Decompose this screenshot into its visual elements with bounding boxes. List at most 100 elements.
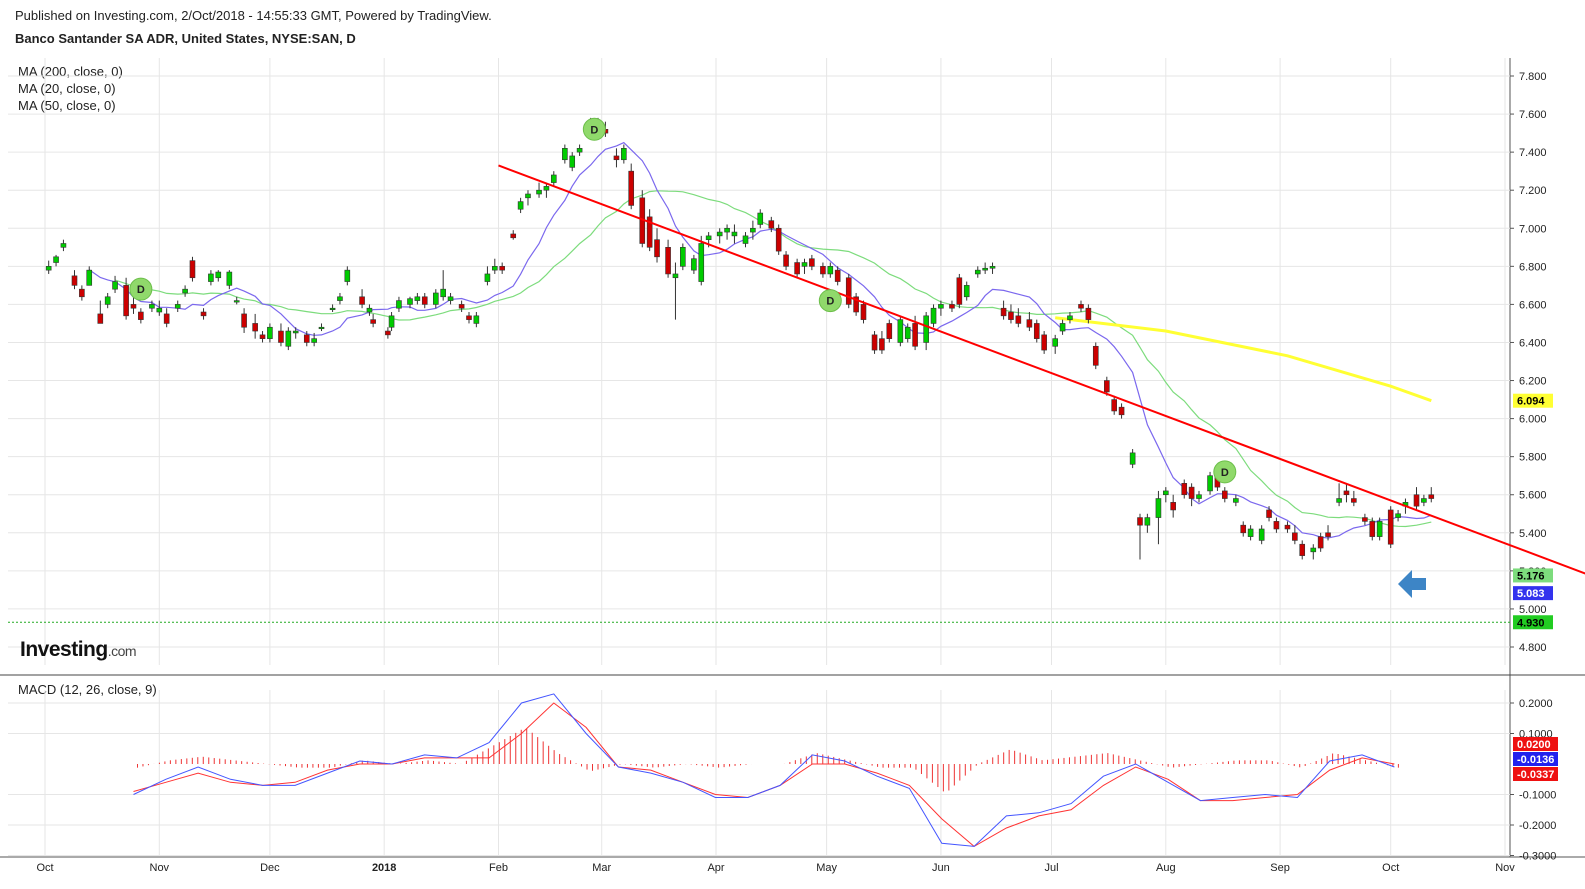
macd-histogram [136, 728, 1399, 792]
candle-down [458, 304, 465, 309]
x-tick-label: May [816, 862, 837, 874]
x-tick-label: 2018 [372, 862, 396, 874]
candle-down [1351, 498, 1357, 503]
ma200-line [1055, 316, 1432, 403]
candle-down [1078, 304, 1084, 309]
x-grid [44, 58, 1506, 855]
ma50-line [114, 190, 1432, 528]
y-tick-label: 7.000 [1519, 223, 1547, 235]
candle-down [1085, 307, 1092, 320]
candle-down [79, 288, 85, 298]
candle-up [672, 273, 679, 279]
candle-up [1233, 498, 1239, 503]
candle-up [1336, 498, 1342, 503]
brand-domain: .com [107, 643, 137, 659]
candle-down [1118, 406, 1125, 416]
x-tick-label: Jun [932, 862, 950, 874]
indicator-ma20-label[interactable]: MA (20, close, 0) [18, 81, 116, 96]
candle-down [1428, 494, 1435, 499]
macd-y-tick-label: 0.2000 [1519, 698, 1553, 710]
candle-down [1387, 509, 1394, 545]
candle-up [989, 266, 996, 269]
y-tick-label: 4.800 [1519, 642, 1547, 654]
x-tick-label: Oct [1382, 862, 1399, 874]
candle-up [680, 247, 686, 267]
candle-up [149, 304, 155, 309]
candle-up [1310, 547, 1317, 553]
y-tick-label: 5.000 [1519, 604, 1547, 616]
candle-up [1395, 513, 1401, 518]
indicator-ma50-label[interactable]: MA (50, close, 0) [18, 98, 116, 113]
price-tag [1513, 586, 1553, 601]
dividend-marker [129, 277, 153, 301]
candle-up [1067, 315, 1073, 320]
candle-down [1015, 315, 1022, 324]
candle-down [1170, 502, 1176, 511]
candle-up [904, 326, 911, 339]
candle-down [1008, 311, 1014, 320]
candle-up [491, 266, 498, 271]
candle-up [742, 235, 749, 244]
candle-up [1258, 528, 1265, 541]
candle-up [963, 285, 970, 298]
candle-down [794, 262, 800, 275]
candle-down [1188, 486, 1195, 499]
candle-down [845, 277, 852, 305]
price-tag-label: 4.930 [1517, 617, 1545, 629]
candle-down [1104, 380, 1110, 393]
macd-indicator-label[interactable]: MACD (12, 26, close, 9) [18, 682, 157, 697]
candle-down [510, 233, 517, 239]
dividend-marker-label: D [1221, 467, 1229, 479]
candle-up [1196, 494, 1202, 499]
candle-up [569, 155, 576, 168]
candle-up [698, 243, 705, 282]
macd-value-tag [1513, 767, 1558, 781]
candle-down [241, 313, 247, 328]
y-tick-label: 6.800 [1519, 261, 1547, 273]
macd-value-tags: 0.0200 -0.0136 -0.0337 [1513, 737, 1558, 781]
investing-logo: Investing.com [20, 638, 137, 662]
x-tick-label: Nov [1495, 862, 1515, 874]
candle-down [163, 313, 170, 324]
candle-up [388, 315, 395, 328]
y-tick-label: 6.000 [1519, 414, 1547, 426]
candle-up [440, 288, 446, 298]
candle-down [783, 254, 789, 267]
candle-down [189, 260, 196, 279]
candle-up [930, 307, 937, 324]
candle-up [337, 296, 343, 301]
dividend-marker-label: D [137, 284, 145, 296]
candle-up [1163, 490, 1169, 496]
candle-up [938, 304, 944, 309]
candle-down [665, 247, 671, 275]
candle-down [1266, 509, 1272, 518]
candle-up [329, 307, 336, 311]
candle-up [897, 319, 904, 343]
candle-up [525, 193, 531, 199]
brand-name: Investing [20, 638, 108, 661]
candle-down [871, 334, 878, 351]
candle-down [1273, 521, 1280, 530]
candle-up [562, 148, 568, 161]
candle-up [982, 267, 988, 271]
candle-down [853, 296, 859, 313]
candle-up [576, 148, 583, 153]
candle-up [174, 304, 181, 309]
candle-up [396, 300, 402, 309]
macd-y-tick-label: -0.1000 [1519, 790, 1556, 802]
dividend-marker-label: D [590, 124, 598, 136]
candle-up [1129, 452, 1136, 465]
candle-down [628, 170, 635, 206]
candle-up [705, 235, 712, 240]
candle-up [691, 258, 697, 271]
candle-up [731, 231, 738, 237]
candle-up [974, 269, 981, 275]
candle-down [1325, 532, 1331, 537]
candle-up [1207, 475, 1213, 492]
indicator-ma200-label[interactable]: MA (200, close, 0) [18, 64, 123, 79]
candle-down [820, 266, 826, 275]
candle-down [809, 258, 815, 267]
candle-up [267, 326, 273, 339]
candle-up [1052, 338, 1059, 347]
